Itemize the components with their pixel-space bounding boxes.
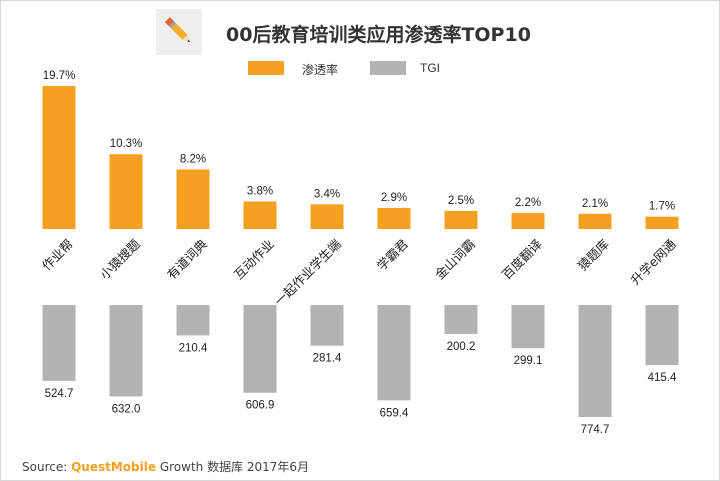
source-line: Source: QuestMobile Growth 数据库 2017年6月	[22, 458, 309, 475]
penetration-bar	[310, 204, 344, 229]
penetration-value-label: 8.2%	[180, 153, 206, 165]
penetration-bar	[578, 213, 612, 229]
penetration-bar	[109, 154, 143, 229]
tgi-bar	[42, 305, 76, 381]
tgi-value-label: 299.1	[514, 355, 543, 367]
tgi-bar	[109, 305, 143, 397]
category-label: 金山词霸	[432, 236, 478, 282]
category-label: 作业帮	[39, 236, 76, 273]
legend-swatch-penetration	[248, 61, 284, 75]
tgi-bar	[377, 305, 411, 401]
category-label: 学霸君	[374, 236, 411, 273]
pencil-icon	[156, 9, 202, 55]
legend-swatch-tgi	[370, 61, 406, 75]
tgi-value-label: 281.4	[313, 353, 342, 365]
penetration-value-label: 3.8%	[247, 185, 273, 197]
category-label: 互动作业	[231, 236, 277, 282]
tgi-bar	[310, 305, 344, 346]
penetration-bar	[243, 201, 277, 229]
tgi-bar	[176, 305, 210, 336]
source-prefix: Source:	[22, 460, 68, 474]
penetration-bar	[511, 213, 545, 229]
penetration-value-label: 1.7%	[649, 201, 675, 213]
tgi-value-label: 774.7	[581, 424, 610, 436]
penetration-value-label: 10.3%	[110, 138, 143, 150]
category-label: 一起作业学生端	[271, 236, 343, 308]
chart-title: 00后教育培训类应用渗透率TOP10	[226, 24, 531, 46]
penetration-value-label: 19.7%	[43, 70, 76, 82]
tgi-value-label: 210.4	[179, 342, 208, 354]
tgi-value-label: 415.4	[648, 372, 677, 384]
category-label: 百度翻译	[499, 236, 545, 282]
penetration-value-label: 2.5%	[448, 195, 474, 207]
tgi-bar	[578, 305, 612, 417]
penetration-bar	[645, 216, 679, 229]
penetration-value-label: 2.9%	[381, 192, 407, 204]
penetration-bar	[444, 210, 478, 229]
penetration-bar	[42, 86, 76, 229]
tgi-bar	[511, 305, 545, 349]
tgi-bar	[243, 305, 277, 393]
tgi-value-label: 659.4	[380, 407, 409, 419]
category-label: 有道词典	[164, 236, 210, 282]
tgi-value-label: 524.7	[45, 388, 74, 400]
tgi-value-label: 200.2	[447, 341, 476, 353]
category-label: 小猿搜题	[97, 236, 143, 282]
tgi-value-label: 632.0	[112, 403, 141, 415]
legend-label-penetration: 渗透率	[302, 63, 339, 77]
penetration-value-label: 2.1%	[582, 198, 608, 210]
tgi-bar	[444, 305, 478, 334]
tgi-value-label: 606.9	[246, 400, 275, 412]
category-label: 猿题库	[575, 236, 612, 273]
penetration-value-label: 2.2%	[515, 197, 541, 209]
category-label: 升学e网通	[627, 236, 679, 288]
source-suffix: Growth 数据库 2017年6月	[159, 460, 310, 474]
penetration-bar	[176, 169, 210, 229]
penetration-value-label: 3.4%	[314, 188, 340, 200]
legend-label-tgi: TGI	[420, 61, 440, 75]
tgi-bar	[645, 305, 679, 366]
penetration-bar	[377, 207, 411, 229]
source-brand: QuestMobile	[71, 460, 156, 474]
